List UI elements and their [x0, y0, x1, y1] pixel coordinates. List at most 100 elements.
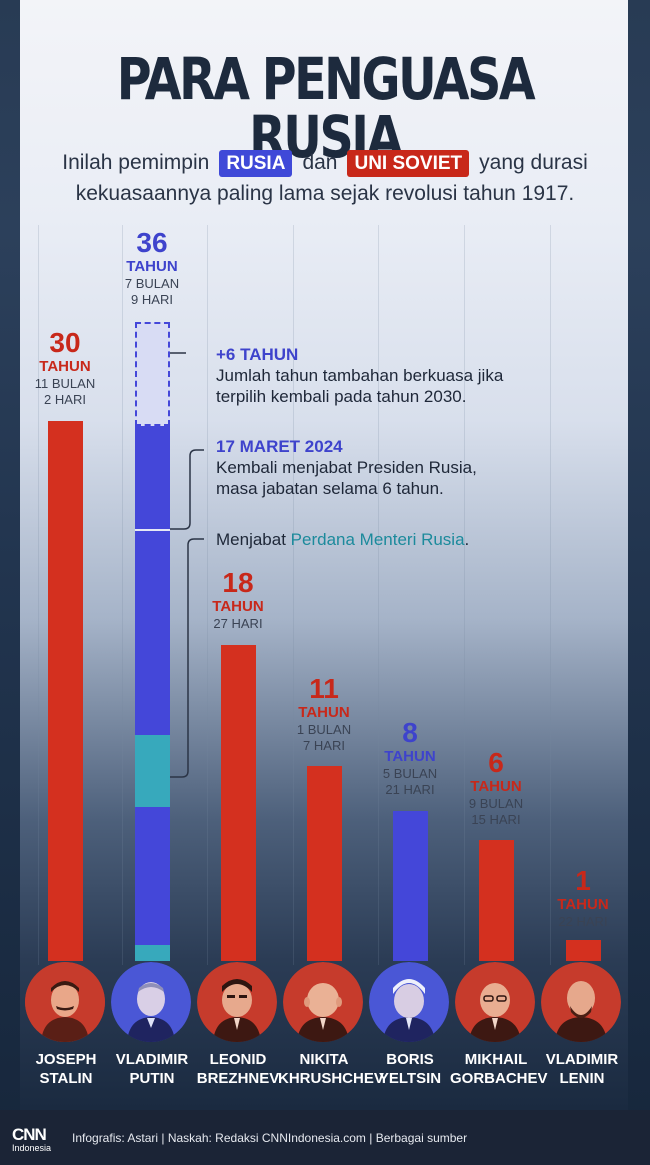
value-unit: TAHUN: [298, 704, 350, 721]
first-name: MIKHAIL: [464, 1051, 528, 1068]
subtitle-text: Inilah pemimpin: [62, 151, 210, 174]
bar-segment-prime-minister: [135, 735, 170, 807]
leader-name-brezhnev: LEONID BREZHNEV: [192, 1050, 284, 1088]
leader-name-khrushchev: NIKITA KHRUSHCHEV: [278, 1050, 384, 1088]
value-detail: 7 HARI: [303, 738, 345, 753]
bar-yeltsin: [393, 811, 428, 961]
first-name: BORIS: [386, 1051, 434, 1068]
value-years: 30: [49, 327, 81, 358]
first-name: VLADIMIR: [545, 1051, 619, 1068]
credit-line: Infografis: Astari | Naskah: Redaksi CNN…: [72, 1131, 468, 1145]
bar-gorbachev: [479, 840, 514, 961]
bar-lenin: [566, 940, 601, 961]
grid-line: [550, 225, 551, 965]
cnn-logo: CNN Indonesia: [12, 1126, 51, 1153]
last-name: YELTSIN: [378, 1070, 442, 1087]
subtitle-text: kekuasaannya paling lama sejak revolusi …: [75, 182, 575, 205]
value-detail: 5 BULAN: [382, 766, 438, 781]
first-name: NIKITA: [299, 1051, 349, 1068]
page-subtitle: Inilah pemimpin RUSIA dan UNI SOVIET yang du…: [0, 147, 650, 209]
value-unit: TAHUN: [212, 598, 264, 615]
leader-name-yeltsin: BORIS YELTSIN: [364, 1050, 456, 1088]
value-unit: TAHUN: [126, 258, 178, 275]
portrait-khrushchev: [283, 962, 363, 1042]
leader-name-stalin: JOSEPH STALIN: [20, 1050, 112, 1088]
bar-putin: [135, 322, 170, 961]
bar-khrushchev: [307, 766, 342, 961]
grid-line: [293, 225, 294, 965]
value-unit: TAHUN: [470, 778, 522, 795]
annotation-prime-minister: Menjabat Perdana Menteri Rusia.: [216, 529, 469, 550]
annotation-heading: +6 TAHUN: [216, 345, 299, 364]
portrait-brezhnev: [197, 962, 277, 1042]
last-name: KHRUSHCHEV: [278, 1070, 384, 1087]
annotation-text: terpilih kembali pada tahun 2030.: [216, 387, 467, 406]
subtitle-text: yang durasi: [479, 151, 588, 174]
value-label-khrushchev: 11 TAHUN 1 BULAN 7 HARI: [279, 674, 369, 754]
legend-tag-soviet: UNI SOVIET: [347, 150, 470, 177]
annotation-text: Jumlah tahun tambahan berkuasa jika: [216, 366, 504, 385]
value-detail: 21 HARI: [385, 782, 435, 797]
value-years: 18: [222, 567, 254, 598]
bar-stalin: [48, 421, 83, 961]
value-unit: TAHUN: [557, 896, 609, 913]
first-name: LEONID: [209, 1051, 267, 1068]
last-name: GORBACHEV: [450, 1070, 548, 1087]
last-name: PUTIN: [129, 1070, 175, 1087]
value-detail: 1 BULAN: [296, 722, 352, 737]
annotation-extra-years: +6 TAHUN Jumlah tahun tambahan berkuasa …: [216, 344, 503, 407]
portrait-lenin: [541, 962, 621, 1042]
bar-segment-president-2024: [135, 426, 170, 531]
value-years: 1: [575, 865, 591, 896]
leader-name-gorbachev: MIKHAIL GORBACHEV: [450, 1050, 548, 1088]
portrait-putin: [111, 962, 191, 1042]
portrait-stalin: [25, 962, 105, 1042]
last-name: LENIN: [559, 1070, 605, 1087]
value-detail: 22 HARI: [558, 914, 608, 929]
annotation-highlight: Perdana Menteri Rusia: [290, 530, 465, 549]
last-name: STALIN: [39, 1070, 93, 1087]
subtitle-text: dan: [302, 151, 338, 174]
value-detail: 27 HARI: [213, 616, 263, 631]
value-label-yeltsin: 8 TAHUN 5 BULAN 21 HARI: [365, 718, 455, 798]
value-detail: 9 HARI: [131, 292, 173, 307]
bar-segment-president: [135, 531, 170, 735]
annotation-text: masa jabatan selama 6 tahun.: [216, 479, 444, 498]
grid-line: [122, 225, 123, 965]
annotation-heading: 17 MARET 2024: [216, 437, 343, 456]
value-detail: 2 HARI: [44, 392, 86, 407]
portrait-yeltsin: [369, 962, 449, 1042]
value-label-brezhnev: 18 TAHUN 27 HARI: [193, 568, 283, 632]
value-years: 8: [402, 717, 418, 748]
value-detail: 11 BULAN: [34, 376, 96, 391]
value-detail: 9 BULAN: [468, 796, 524, 811]
grid-line: [38, 225, 39, 965]
first-name: JOSEPH: [35, 1051, 97, 1068]
portrait-gorbachev: [455, 962, 535, 1042]
value-label-lenin: 1 TAHUN 22 HARI: [538, 866, 628, 930]
leader-name-putin: VLADIMIR PUTIN: [106, 1050, 198, 1088]
annotation-text: .: [464, 530, 470, 549]
value-detail: 7 BULAN: [124, 276, 180, 291]
value-unit: TAHUN: [384, 748, 436, 765]
bar-brezhnev: [221, 645, 256, 961]
annotation-text: Menjabat: [216, 530, 286, 549]
logo-sub: Indonesia: [12, 1143, 52, 1153]
grid-line: [207, 225, 208, 965]
value-label-gorbachev: 6 TAHUN 9 BULAN 15 HARI: [451, 748, 541, 828]
annotation-2024: 17 MARET 2024 Kembali menjabat Presiden …: [216, 436, 477, 499]
value-unit: TAHUN: [39, 358, 91, 375]
bar-segment-extra: [135, 322, 170, 426]
legend-tag-russia: RUSIA: [219, 150, 293, 177]
value-years: 6: [488, 747, 504, 778]
footer-bar: [0, 1110, 650, 1165]
value-label-stalin: 30 TAHUN 11 BULAN 2 HARI: [20, 328, 110, 408]
grid-line: [378, 225, 379, 965]
bar-segment-prime-minister: [135, 945, 170, 961]
logo-main: CNN: [12, 1125, 47, 1144]
value-label-putin: 36 TAHUN 7 BULAN 9 HARI: [107, 228, 197, 308]
last-name: BREZHNEV: [196, 1070, 280, 1087]
leader-name-lenin: VLADIMIR LENIN: [536, 1050, 628, 1088]
value-years: 11: [309, 673, 339, 704]
